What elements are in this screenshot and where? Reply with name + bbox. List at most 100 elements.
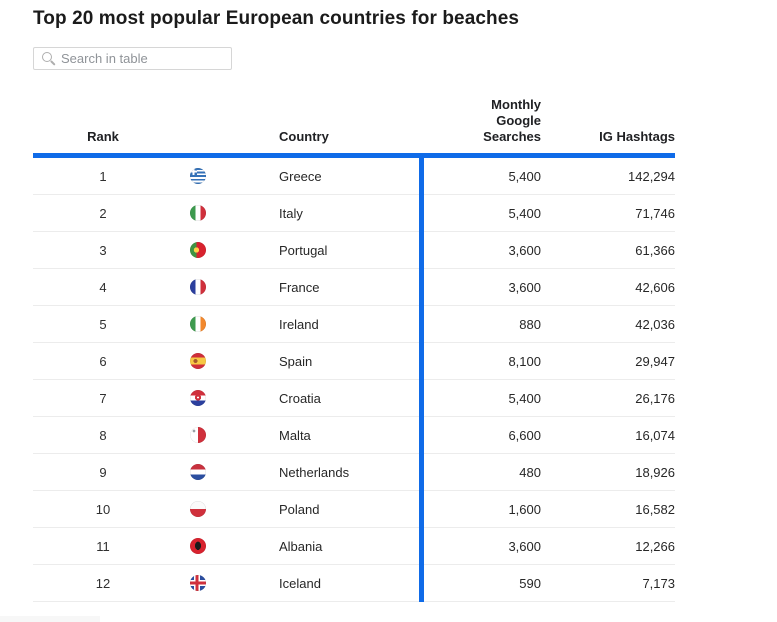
ig-hashtags-cell: 12,266 [635, 538, 675, 554]
table-row: 7 Croatia 5,400 26,176 [33, 380, 675, 417]
table-row: 8 Malta 6,600 16,074 [33, 417, 675, 454]
country-cell: Albania [279, 538, 323, 554]
flag-spain-icon [190, 353, 206, 369]
column-header-rank[interactable]: Rank [87, 129, 119, 144]
table-row: 2 Italy 5,400 71,746 [33, 195, 675, 232]
column-divider [419, 306, 424, 343]
flag-cell [173, 501, 223, 517]
country-cell: Greece [279, 168, 322, 184]
ig-hashtags-cell: 16,582 [635, 501, 675, 517]
flag-netherlands-icon [190, 464, 206, 480]
table-row: 3 Portugal 3,600 61,366 [33, 232, 675, 269]
column-divider [419, 491, 424, 528]
flag-cell [173, 168, 223, 184]
monthly-searches-cell: 880 [519, 316, 541, 332]
column-divider [419, 158, 424, 195]
flag-greece-icon [190, 168, 206, 184]
page: Top 20 most popular European countries f… [0, 0, 777, 602]
rank-cell: 11 [96, 538, 110, 554]
flag-cell [173, 353, 223, 369]
table-row: 10 Poland 1,600 16,582 [33, 491, 675, 528]
rank-cell: 12 [95, 575, 111, 591]
monthly-searches-cell: 6,600 [508, 427, 541, 443]
flag-cell [173, 538, 223, 554]
country-cell: Croatia [279, 390, 321, 406]
rank-cell: 4 [99, 279, 107, 295]
rank-cell: 1 [99, 168, 107, 184]
ig-hashtags-cell: 29,947 [635, 353, 675, 369]
flag-cell [173, 427, 223, 443]
ig-hashtags-cell: 142,294 [628, 168, 675, 184]
search-box[interactable] [33, 47, 232, 70]
monthly-searches-cell: 5,400 [508, 205, 541, 221]
table-row: 1 Greece 5,400 142,294 [33, 158, 675, 195]
monthly-searches-cell: 3,600 [508, 279, 541, 295]
column-header-country[interactable]: Country [279, 129, 329, 144]
column-header-monthly-google-searches[interactable]: Monthly Google Searches [483, 97, 541, 144]
rank-cell: 3 [99, 242, 107, 258]
country-cell: Portugal [279, 242, 328, 258]
flag-cell [173, 242, 223, 258]
ig-hashtags-cell: 42,036 [635, 316, 675, 332]
column-divider [419, 195, 424, 232]
monthly-searches-cell: 8,100 [508, 353, 541, 369]
column-divider [419, 232, 424, 269]
ig-hashtags-cell: 7,173 [642, 575, 675, 591]
flag-portugal-icon [190, 242, 206, 258]
table-body: 1 Greece 5,400 142,294 2 Italy 5,400 71,746 3 Por… [33, 158, 675, 602]
table-row: 4 France 3,600 42,606 [33, 269, 675, 306]
column-divider [419, 380, 424, 417]
flag-poland-icon [190, 501, 206, 517]
table-row: 6 Spain 8,100 29,947 [33, 343, 675, 380]
country-cell: Malta [279, 427, 311, 443]
flag-cell [173, 205, 223, 221]
bottom-left-strip [0, 616, 100, 622]
monthly-searches-cell: 3,600 [508, 538, 541, 554]
monthly-searches-cell: 590 [519, 575, 541, 591]
rank-cell: 10 [95, 501, 111, 517]
monthly-searches-cell: 480 [519, 464, 541, 480]
ig-hashtags-cell: 18,926 [635, 464, 675, 480]
flag-ireland-icon [190, 316, 206, 332]
monthly-searches-cell: 5,400 [508, 168, 541, 184]
rank-cell: 6 [99, 353, 107, 369]
page-title: Top 20 most popular European countries f… [33, 8, 520, 29]
country-cell: Italy [279, 205, 303, 221]
column-divider [419, 343, 424, 380]
flag-france-icon [190, 279, 206, 295]
country-cell: Netherlands [279, 464, 350, 480]
monthly-searches-cell: 5,400 [508, 390, 541, 406]
flag-croatia-icon [190, 390, 206, 406]
flag-cell [173, 464, 223, 480]
column-divider [419, 417, 424, 454]
rank-cell: 2 [99, 205, 107, 221]
column-divider [419, 454, 424, 491]
flag-cell [173, 279, 223, 295]
country-cell: Poland [279, 501, 320, 517]
country-cell: France [279, 279, 320, 295]
column-header-ig-hashtags[interactable]: IG Hashtags [599, 129, 675, 144]
ig-hashtags-cell: 42,606 [635, 279, 675, 295]
search-input[interactable] [33, 47, 232, 70]
column-divider [419, 565, 424, 602]
rank-cell: 5 [99, 316, 107, 332]
monthly-searches-cell: 1,600 [508, 501, 541, 517]
table-header: Rank Country Monthly Google Searches IG … [33, 97, 675, 158]
column-divider [419, 269, 424, 306]
country-cell: Spain [279, 353, 313, 369]
ig-hashtags-cell: 16,074 [635, 427, 675, 443]
rank-cell: 8 [99, 427, 107, 443]
ig-hashtags-cell: 26,176 [635, 390, 675, 406]
table-row: 11 Albania 3,600 12,266 [33, 528, 675, 565]
flag-cell [173, 390, 223, 406]
countries-table: Rank Country Monthly Google Searches IG … [33, 97, 675, 602]
ig-hashtags-cell: 61,366 [635, 242, 675, 258]
column-divider [419, 528, 424, 565]
rank-cell: 7 [99, 390, 107, 406]
flag-italy-icon [190, 205, 206, 221]
table-row: 9 Netherlands 480 18,926 [33, 454, 675, 491]
table-row: 12 Iceland 590 7,173 [33, 565, 675, 602]
flag-cell [173, 575, 223, 591]
search-icon [42, 52, 52, 62]
table-row: 5 Ireland 880 42,036 [33, 306, 675, 343]
